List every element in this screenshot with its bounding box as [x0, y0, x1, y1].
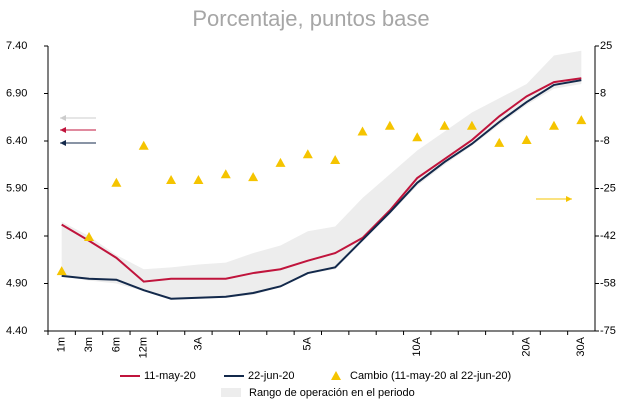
arrows — [60, 115, 572, 202]
y2-tick-label: 25 — [600, 40, 612, 52]
triangle-marker — [494, 137, 505, 147]
legend-swatch — [221, 388, 241, 397]
y2-tick-label: -58 — [600, 277, 616, 289]
triangle-marker — [220, 169, 231, 179]
triangle-marker — [166, 174, 177, 184]
triangle-marker — [302, 149, 313, 159]
chart-title: Porcentaje, puntos base — [192, 6, 429, 31]
y-tick-label: 6.90 — [6, 87, 27, 99]
y2-tick-label: -42 — [600, 230, 616, 242]
triangle-marker — [357, 126, 368, 136]
line — [61, 79, 582, 300]
triangle-marker — [466, 120, 477, 130]
x-tick-label: 30A — [575, 336, 587, 356]
y2-tick-label: -8 — [600, 135, 610, 147]
triangle-marker — [412, 132, 423, 142]
y2-tick-label: -75 — [600, 325, 616, 337]
range-area — [61, 50, 582, 300]
y-tick-label: 6.40 — [6, 135, 27, 147]
triangle-marker — [56, 266, 67, 276]
legend-label: Rango de operación en el periodo — [249, 387, 415, 399]
triangle-marker — [576, 115, 587, 125]
y2-tick-label: 8 — [600, 87, 606, 99]
triangle-marker — [521, 135, 532, 145]
triangle-marker — [84, 231, 95, 241]
x-tick-label: 12m — [138, 337, 150, 358]
triangle-marker — [111, 177, 122, 187]
x-tick-label: 5A — [302, 336, 314, 350]
triangle-marker — [275, 157, 286, 167]
x-tick-label: 10A — [411, 336, 423, 356]
x-tick-label: 6m — [110, 337, 122, 352]
y-tick-label: 4.90 — [6, 277, 27, 289]
y-tick-label: 5.40 — [6, 230, 27, 242]
y2-tick-label: -25 — [600, 182, 616, 194]
triangle-marker — [193, 174, 204, 184]
legend-label: 22-jun-20 — [248, 370, 294, 382]
x-tick-label: 1m — [56, 337, 68, 352]
triangle-marker — [330, 155, 341, 164]
line — [61, 77, 582, 283]
y-tick-label: 5.90 — [6, 182, 27, 194]
x-tick-label: 3m — [83, 337, 95, 352]
triangle-marker — [548, 120, 559, 130]
legend-swatch — [331, 371, 341, 380]
triangle-marker — [138, 140, 149, 150]
triangle-marker — [384, 120, 395, 130]
x-tick-label: 20A — [521, 336, 533, 356]
triangle-marker — [248, 172, 259, 182]
legend-label: 11-may-20 — [144, 370, 196, 382]
x-tick-label: 3A — [192, 336, 204, 350]
legend-label: Cambio (11-may-20 al 22-jun-20) — [350, 370, 511, 382]
y-tick-label: 7.40 — [6, 40, 27, 52]
y-tick-label: 4.40 — [6, 325, 27, 337]
triangle-marker — [439, 120, 450, 130]
